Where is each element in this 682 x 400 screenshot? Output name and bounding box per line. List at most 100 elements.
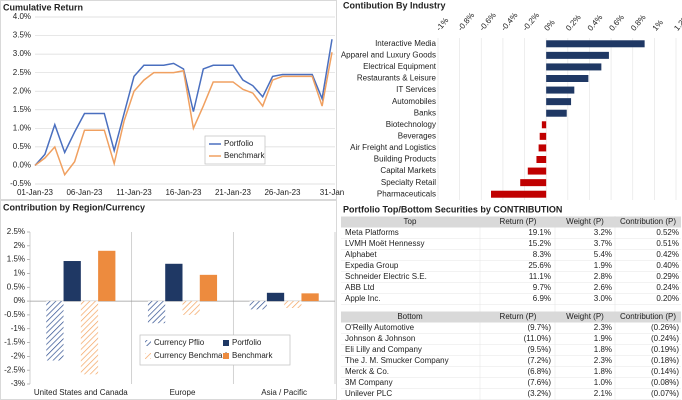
y-tick-label: 4.0% — [13, 12, 31, 21]
bar — [546, 63, 602, 71]
bar — [182, 301, 200, 315]
bar — [541, 121, 547, 129]
table-header: Contribution (P) — [620, 312, 676, 321]
bar — [539, 132, 547, 140]
table-cell: Eli Lilly and Company — [345, 345, 422, 354]
bar — [546, 40, 645, 48]
table-cell: (9.7%) — [527, 323, 551, 332]
legend-swatch — [223, 340, 229, 346]
table-cell: 2.3% — [594, 356, 612, 365]
y-tick-label: Specialty Retail — [381, 178, 436, 187]
y-tick-label: Automobiles — [392, 97, 436, 106]
x-tick-label: Europe — [170, 388, 196, 397]
table-cell: 2.1% — [594, 389, 612, 398]
table-cell: Unilever PLC — [345, 389, 392, 398]
line-series — [34, 52, 333, 177]
table-cell: 0.42% — [656, 250, 679, 259]
x-tick-label: 11-Jan-23 — [116, 188, 152, 197]
y-tick-label: 1.0% — [13, 123, 31, 132]
x-tick-label: -0.4% — [499, 11, 519, 33]
x-tick-label: 21-Jan-23 — [215, 188, 252, 197]
y-tick-label: 0.5% — [7, 282, 25, 291]
table-header: Weight (P) — [566, 312, 604, 321]
table-cell: 8.3% — [533, 250, 551, 259]
line-series — [34, 39, 333, 166]
y-tick-label: Electrical Equipment — [363, 62, 437, 71]
y-tick-label: 2.0% — [13, 86, 31, 95]
table-header-bg — [341, 311, 681, 323]
table-cell: (0.08%) — [651, 378, 679, 387]
y-tick-label: -2.5% — [4, 365, 25, 374]
x-tick-label: 0.8% — [629, 13, 648, 33]
bar — [249, 301, 267, 310]
table-cell: 1.9% — [594, 261, 612, 270]
bar — [546, 109, 567, 117]
legend-swatch — [145, 353, 151, 359]
table-cell: (0.19%) — [651, 345, 679, 354]
table-cell: 6.9% — [533, 294, 551, 303]
table-cell: (0.14%) — [651, 367, 679, 376]
table-header: Return (P) — [500, 312, 537, 321]
table-cell: 3.2% — [594, 228, 612, 237]
table-cell: 0.51% — [656, 239, 679, 248]
table-cell: The J. M. Smucker Company — [345, 356, 449, 365]
x-tick-label: -1% — [434, 16, 450, 33]
table-header: Return (P) — [500, 217, 537, 226]
bar — [546, 75, 589, 82]
bar — [46, 301, 64, 361]
table-cell: (3.2%) — [527, 389, 551, 398]
bar — [80, 301, 99, 375]
bar — [546, 98, 572, 106]
y-tick-label: -3% — [11, 379, 25, 388]
y-tick-label: 1% — [13, 269, 25, 278]
y-tick-label: 1.5% — [13, 105, 31, 114]
y-tick-label: Beverages — [398, 131, 436, 140]
chart-title: Contribution by Region/Currency — [3, 202, 145, 212]
bar — [63, 261, 81, 302]
x-tick-label: 0.2% — [564, 13, 583, 33]
y-tick-label: 2.5% — [7, 227, 25, 236]
x-tick-label: 0% — [542, 18, 556, 33]
y-tick-label: 2.5% — [13, 68, 31, 77]
bar — [546, 51, 609, 59]
y-tick-label: 0.5% — [13, 142, 31, 151]
y-tick-label: 1.5% — [7, 255, 25, 264]
legend-swatch — [223, 353, 229, 359]
bar — [520, 179, 547, 187]
bar — [527, 167, 547, 175]
x-tick-label: 06-Jan-23 — [66, 188, 103, 197]
table-title: Portfolio Top/Bottom Securities by CONTR… — [343, 204, 562, 214]
table-cell: (0.18%) — [651, 356, 679, 365]
x-tick-label: 16-Jan-23 — [165, 188, 202, 197]
table-cell: 0.24% — [656, 283, 679, 292]
table-cell: (0.07%) — [651, 389, 679, 398]
table-cell: (7.6%) — [527, 378, 551, 387]
y-tick-label: -0.5% — [10, 179, 31, 188]
table-cell: 5.4% — [594, 250, 612, 259]
bar — [98, 250, 116, 302]
bar — [284, 301, 302, 308]
table-cell: (11.0%) — [524, 334, 552, 343]
table-cell: O'Reilly Automotive — [345, 323, 415, 332]
table-cell: 2.8% — [594, 272, 612, 281]
table-cell: 2.3% — [594, 323, 612, 332]
y-tick-label: 3.0% — [13, 49, 31, 58]
chart-title: Contibution By Industry — [343, 0, 446, 10]
table-cell: 0.29% — [656, 272, 679, 281]
legend-swatch — [145, 340, 151, 346]
y-tick-label: Biotechnology — [386, 120, 436, 129]
table-cell: Meta Platforms — [345, 228, 399, 237]
table-cell: ABB Ltd — [345, 283, 374, 292]
bar — [301, 293, 319, 302]
y-tick-label: 0% — [13, 296, 25, 305]
y-tick-label: Interactive Media — [375, 39, 436, 48]
legend-label: Portfolio — [232, 338, 262, 347]
table-cell: 11.1% — [529, 272, 551, 281]
legend-label: Portfolio — [224, 139, 254, 148]
y-tick-label: -0.5% — [4, 310, 25, 319]
table-cell: 3.7% — [594, 239, 612, 248]
y-tick-label: Restaurants & Leisure — [357, 74, 437, 83]
y-tick-label: -1.5% — [4, 338, 25, 347]
table-header: Bottom — [397, 312, 423, 321]
bar — [165, 263, 183, 302]
